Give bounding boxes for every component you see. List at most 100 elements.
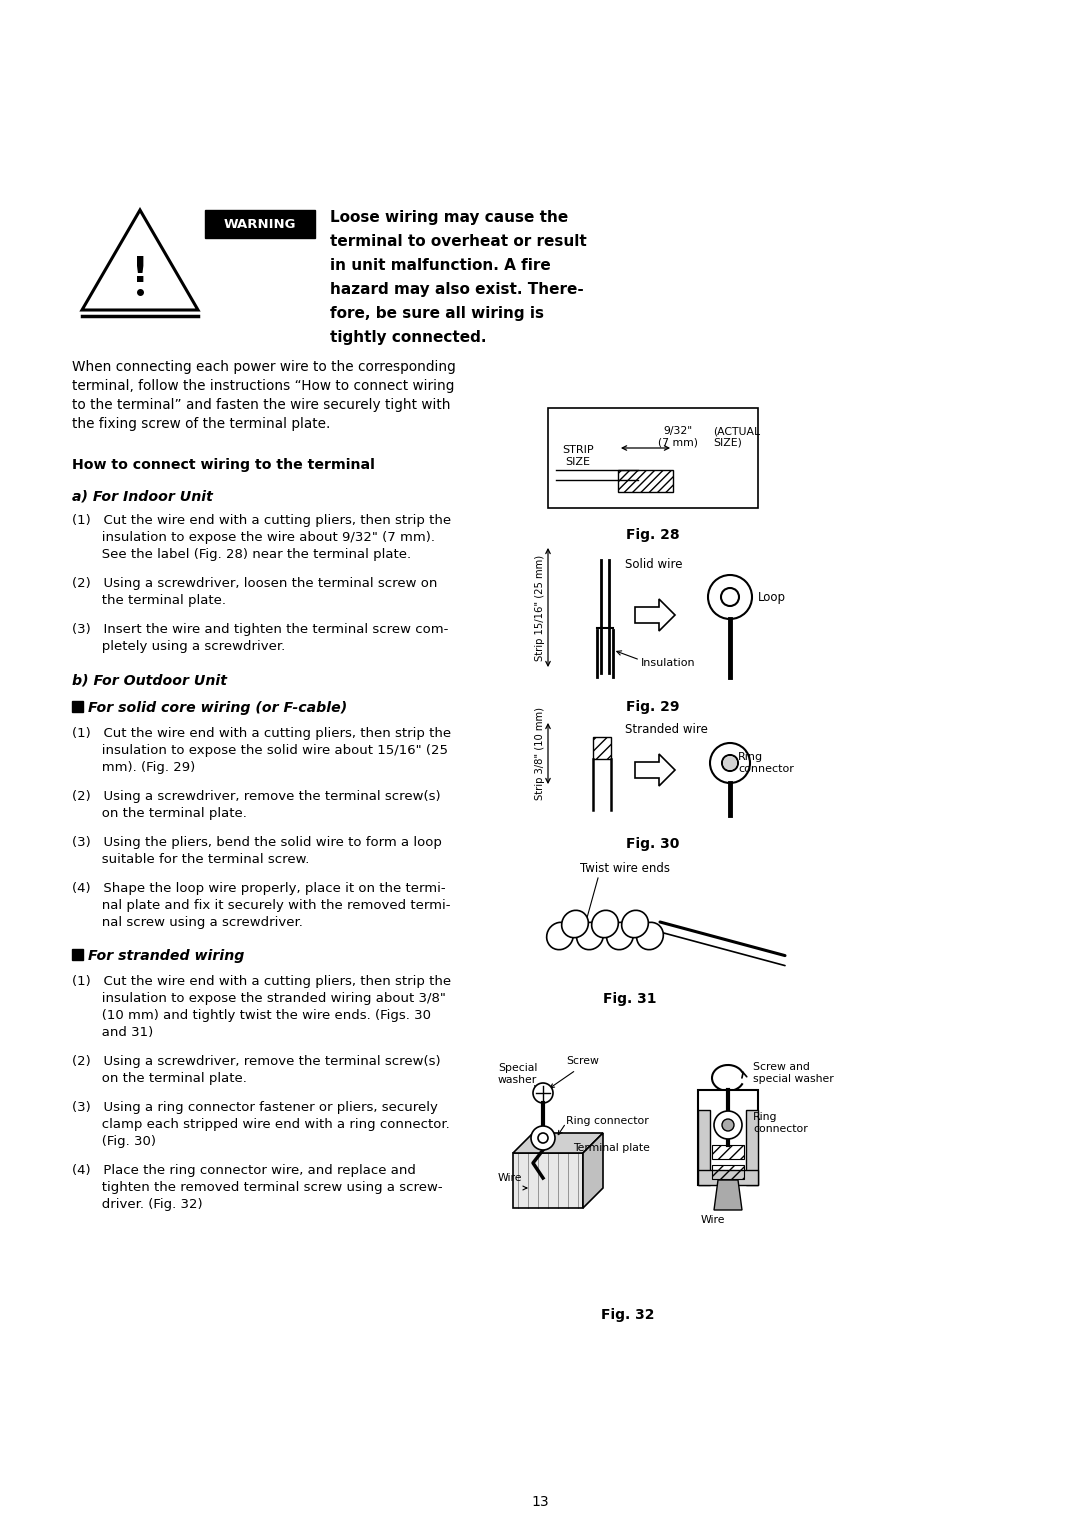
- Polygon shape: [583, 1132, 603, 1209]
- Ellipse shape: [622, 911, 648, 938]
- Text: Screw and
special washer: Screw and special washer: [753, 1062, 834, 1083]
- Text: insulation to expose the solid wire about 15/16" (25: insulation to expose the solid wire abou…: [72, 744, 448, 756]
- Text: Fig. 30: Fig. 30: [626, 837, 679, 851]
- Text: on the terminal plate.: on the terminal plate.: [72, 807, 247, 821]
- Text: (1)   Cut the wire end with a cutting pliers, then strip the: (1) Cut the wire end with a cutting plie…: [72, 727, 451, 740]
- Text: (3)   Insert the wire and tighten the terminal screw com-: (3) Insert the wire and tighten the term…: [72, 623, 448, 636]
- Text: For solid core wiring (or F-cable): For solid core wiring (or F-cable): [87, 701, 348, 715]
- Text: (1)   Cut the wire end with a cutting pliers, then strip the: (1) Cut the wire end with a cutting plie…: [72, 975, 451, 989]
- Bar: [712, 1144, 744, 1160]
- Bar: [698, 1170, 758, 1186]
- Ellipse shape: [546, 923, 573, 950]
- Text: b) For Outdoor Unit: b) For Outdoor Unit: [72, 672, 227, 688]
- Text: (2)   Using a screwdriver, remove the terminal screw(s): (2) Using a screwdriver, remove the term…: [72, 790, 441, 804]
- Text: Ring connector: Ring connector: [566, 1115, 649, 1126]
- Circle shape: [538, 1132, 548, 1143]
- Text: Special
washer: Special washer: [498, 1063, 538, 1085]
- Text: a) For Indoor Unit: a) For Indoor Unit: [72, 490, 213, 504]
- Text: tightly connected.: tightly connected.: [330, 330, 486, 345]
- Text: nal plate and fix it securely with the removed termi-: nal plate and fix it securely with the r…: [72, 898, 450, 912]
- Text: WARNING: WARNING: [224, 217, 296, 231]
- Text: insulation to expose the wire about 9/32" (7 mm).: insulation to expose the wire about 9/32…: [72, 532, 435, 544]
- Polygon shape: [714, 1180, 742, 1210]
- Ellipse shape: [592, 911, 619, 938]
- Bar: [72, 949, 83, 960]
- Text: (ACTUAL
SIZE): (ACTUAL SIZE): [713, 426, 760, 448]
- Text: Twist wire ends: Twist wire ends: [580, 862, 670, 876]
- Text: How to connect wiring to the terminal: How to connect wiring to the terminal: [72, 458, 375, 472]
- Text: the fixing screw of the terminal plate.: the fixing screw of the terminal plate.: [72, 417, 330, 431]
- Text: Insulation: Insulation: [642, 659, 696, 668]
- Bar: [698, 1109, 710, 1186]
- Text: clamp each stripped wire end with a ring connector.: clamp each stripped wire end with a ring…: [72, 1118, 449, 1131]
- Text: (2)   Using a screwdriver, loosen the terminal screw on: (2) Using a screwdriver, loosen the term…: [72, 578, 437, 590]
- Text: and 31): and 31): [72, 1025, 153, 1039]
- Bar: [593, 736, 611, 759]
- Text: Fig. 31: Fig. 31: [604, 992, 657, 1005]
- Bar: [746, 1109, 758, 1186]
- Text: Strip 3/8" (10 mm): Strip 3/8" (10 mm): [535, 707, 545, 801]
- Text: Fig. 32: Fig. 32: [602, 1308, 654, 1322]
- Text: to the terminal” and fasten the wire securely tight with: to the terminal” and fasten the wire sec…: [72, 397, 450, 413]
- Ellipse shape: [577, 923, 604, 950]
- Text: Ring
connector: Ring connector: [753, 1112, 808, 1134]
- Text: in unit malfunction. A fire: in unit malfunction. A fire: [330, 258, 551, 274]
- Text: the terminal plate.: the terminal plate.: [72, 594, 226, 607]
- Text: For stranded wiring: For stranded wiring: [87, 949, 244, 963]
- Bar: [618, 471, 673, 492]
- FancyBboxPatch shape: [205, 209, 315, 238]
- Text: tighten the removed terminal screw using a screw-: tighten the removed terminal screw using…: [72, 1181, 443, 1193]
- Text: (1)   Cut the wire end with a cutting pliers, then strip the: (1) Cut the wire end with a cutting plie…: [72, 513, 451, 527]
- Text: Terminal plate: Terminal plate: [573, 1143, 650, 1154]
- Text: Loop: Loop: [758, 590, 786, 604]
- Text: 13: 13: [531, 1494, 549, 1510]
- Text: Loose wiring may cause the: Loose wiring may cause the: [330, 209, 568, 225]
- Text: (Fig. 30): (Fig. 30): [72, 1135, 156, 1148]
- Polygon shape: [635, 599, 675, 631]
- Text: (10 mm) and tightly twist the wire ends. (Figs. 30: (10 mm) and tightly twist the wire ends.…: [72, 1008, 431, 1022]
- Bar: [698, 1089, 758, 1186]
- Circle shape: [534, 1083, 553, 1103]
- Text: (3)   Using a ring connector fastener or pliers, securely: (3) Using a ring connector fastener or p…: [72, 1102, 437, 1114]
- Text: Wire: Wire: [498, 1174, 523, 1183]
- Text: Wire: Wire: [701, 1215, 726, 1225]
- Text: Fig. 29: Fig. 29: [626, 700, 679, 714]
- Text: See the label (Fig. 28) near the terminal plate.: See the label (Fig. 28) near the termina…: [72, 549, 411, 561]
- Bar: [548, 408, 758, 507]
- Bar: [712, 1164, 744, 1180]
- Polygon shape: [513, 1132, 603, 1154]
- Text: 9/32"
(7 mm): 9/32" (7 mm): [658, 426, 698, 448]
- Text: (2)   Using a screwdriver, remove the terminal screw(s): (2) Using a screwdriver, remove the term…: [72, 1054, 441, 1068]
- Text: STRIP
SIZE: STRIP SIZE: [563, 445, 594, 466]
- Text: driver. (Fig. 32): driver. (Fig. 32): [72, 1198, 203, 1212]
- Text: !: !: [132, 255, 148, 289]
- Text: Stranded wire: Stranded wire: [625, 723, 707, 736]
- Circle shape: [531, 1126, 555, 1151]
- Text: nal screw using a screwdriver.: nal screw using a screwdriver.: [72, 915, 302, 929]
- Circle shape: [714, 1111, 742, 1138]
- Ellipse shape: [607, 923, 633, 950]
- Text: When connecting each power wire to the corresponding: When connecting each power wire to the c…: [72, 361, 456, 374]
- Text: terminal to overheat or result: terminal to overheat or result: [330, 234, 586, 249]
- Text: Solid wire: Solid wire: [625, 558, 683, 571]
- Text: insulation to expose the stranded wiring about 3/8": insulation to expose the stranded wiring…: [72, 992, 446, 1005]
- Text: (4)   Shape the loop wire properly, place it on the termi-: (4) Shape the loop wire properly, place …: [72, 882, 446, 895]
- Text: on the terminal plate.: on the terminal plate.: [72, 1073, 247, 1085]
- Text: Fig. 28: Fig. 28: [626, 529, 679, 542]
- Text: terminal, follow the instructions “How to connect wiring: terminal, follow the instructions “How t…: [72, 379, 455, 393]
- Polygon shape: [513, 1154, 583, 1209]
- Circle shape: [723, 756, 737, 770]
- Text: hazard may also exist. There-: hazard may also exist. There-: [330, 283, 584, 296]
- Text: Ring
connector: Ring connector: [738, 752, 794, 773]
- Text: mm). (Fig. 29): mm). (Fig. 29): [72, 761, 195, 775]
- Text: pletely using a screwdriver.: pletely using a screwdriver.: [72, 640, 285, 652]
- Text: Strip 15/16" (25 mm): Strip 15/16" (25 mm): [535, 555, 545, 660]
- Ellipse shape: [637, 923, 663, 950]
- Text: fore, be sure all wiring is: fore, be sure all wiring is: [330, 306, 544, 321]
- Text: (4)   Place the ring connector wire, and replace and: (4) Place the ring connector wire, and r…: [72, 1164, 416, 1177]
- Text: suitable for the terminal screw.: suitable for the terminal screw.: [72, 853, 309, 866]
- Polygon shape: [635, 753, 675, 785]
- Text: Screw: Screw: [566, 1056, 599, 1067]
- Ellipse shape: [562, 911, 589, 938]
- Text: (3)   Using the pliers, bend the solid wire to form a loop: (3) Using the pliers, bend the solid wir…: [72, 836, 442, 850]
